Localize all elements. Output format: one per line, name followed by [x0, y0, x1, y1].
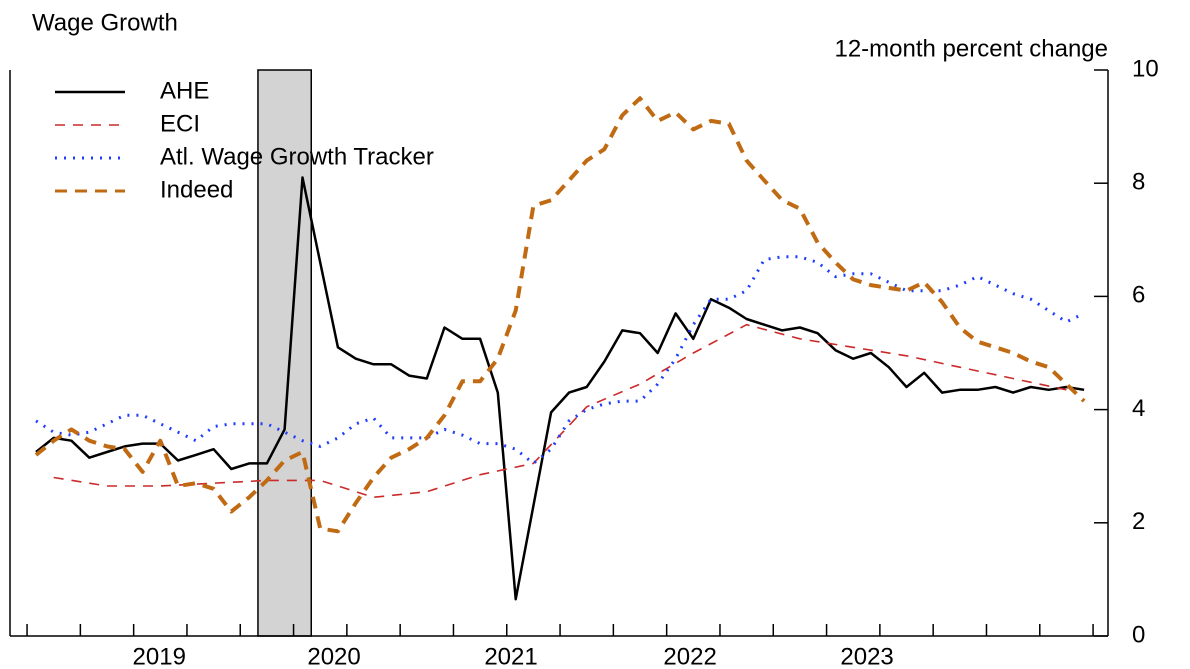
y-tick-label: 0	[1132, 621, 1145, 648]
x-tick-label: 2022	[663, 643, 716, 669]
legend-label: AHE	[160, 77, 209, 104]
y-tick-label: 8	[1132, 169, 1145, 196]
y-tick-label: 6	[1132, 282, 1145, 309]
y-axis-label: 12-month percent change	[834, 35, 1108, 62]
legend-label: Atl. Wage Growth Tracker	[160, 143, 434, 170]
x-tick-label: 2021	[484, 643, 537, 669]
series-line	[34, 96, 1086, 534]
y-tick-label: 4	[1132, 395, 1145, 422]
chart-title: Wage Growth	[32, 9, 178, 36]
series-line	[35, 176, 1085, 601]
y-tick-label: 10	[1132, 55, 1159, 82]
x-tick-label: 2019	[133, 643, 186, 669]
series-line	[53, 323, 1067, 499]
legend-label: Indeed	[160, 176, 233, 203]
x-tick-label: 2020	[307, 643, 360, 669]
y-tick-label: 2	[1132, 508, 1145, 535]
legend-label: ECI	[160, 110, 200, 137]
recession-shade	[257, 69, 313, 637]
x-tick-label: 2023	[840, 643, 893, 669]
